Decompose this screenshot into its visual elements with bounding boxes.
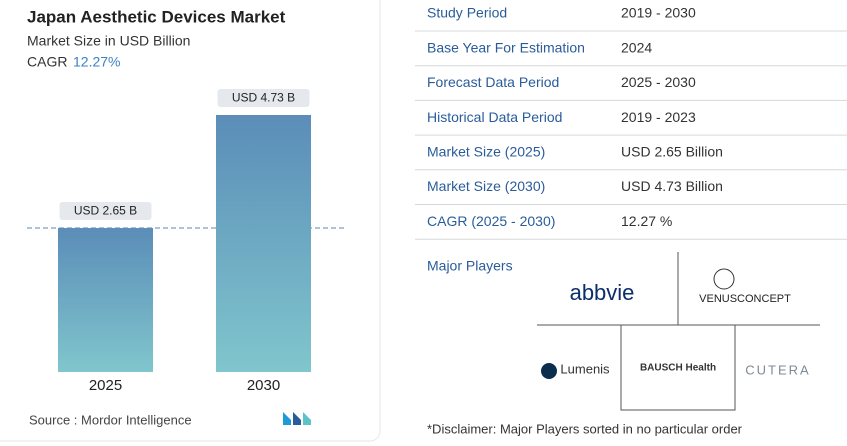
- row-label: Market Size (2030): [427, 178, 545, 194]
- row-value: 12.27 %: [621, 213, 672, 229]
- row-value: USD 4.73 Billion: [621, 178, 723, 194]
- value-label: USD 2.65 B: [74, 204, 137, 218]
- logo-icon: [713, 268, 735, 290]
- row-label: Historical Data Period: [427, 109, 562, 125]
- row-label: CAGR (2025 - 2030): [427, 213, 555, 229]
- player-logo: Lumenis: [560, 361, 610, 376]
- row-label: Market Size (2025): [427, 144, 545, 160]
- brand-logo: [283, 412, 311, 425]
- chart-title: Japan Aesthetic Devices Market: [27, 7, 286, 26]
- row-value: 2024: [621, 39, 652, 55]
- row-label: Study Period: [427, 5, 507, 21]
- player-logo: abbvie: [570, 280, 635, 305]
- disclaimer: *Disclaimer: Major Players sorted in no …: [427, 421, 743, 436]
- value-label-bg: [59, 202, 152, 221]
- row-label: Base Year For Estimation: [427, 39, 585, 55]
- x-tick-label: 2030: [247, 377, 280, 394]
- players-grid: [537, 252, 820, 411]
- bar: [58, 228, 153, 372]
- bar: [216, 115, 311, 372]
- cagr-value: 12.27%: [73, 54, 120, 70]
- value-label-bg: [217, 89, 310, 107]
- row-value: 2025 - 2030: [621, 74, 696, 90]
- major-players-label: Major Players: [427, 258, 513, 274]
- cagr-label: CAGR: [27, 54, 67, 70]
- chart-subtitle: Market Size in USD Billion: [27, 33, 190, 49]
- row-value: USD 2.65 Billion: [621, 144, 723, 160]
- row-value: 2019 - 2023: [621, 109, 696, 125]
- row-label: Forecast Data Period: [427, 74, 559, 90]
- value-label: USD 4.73 B: [232, 91, 295, 105]
- row-value: 2019 - 2030: [621, 5, 696, 21]
- logo-icon: [541, 363, 557, 379]
- x-tick-label: 2025: [89, 377, 122, 394]
- source: Source : Mordor Intelligence: [29, 412, 192, 427]
- player-logo: VENUSCONCEPT: [699, 293, 791, 305]
- player-logo: CUTERA: [745, 362, 810, 377]
- player-logo: BAUSCH Health: [640, 363, 716, 374]
